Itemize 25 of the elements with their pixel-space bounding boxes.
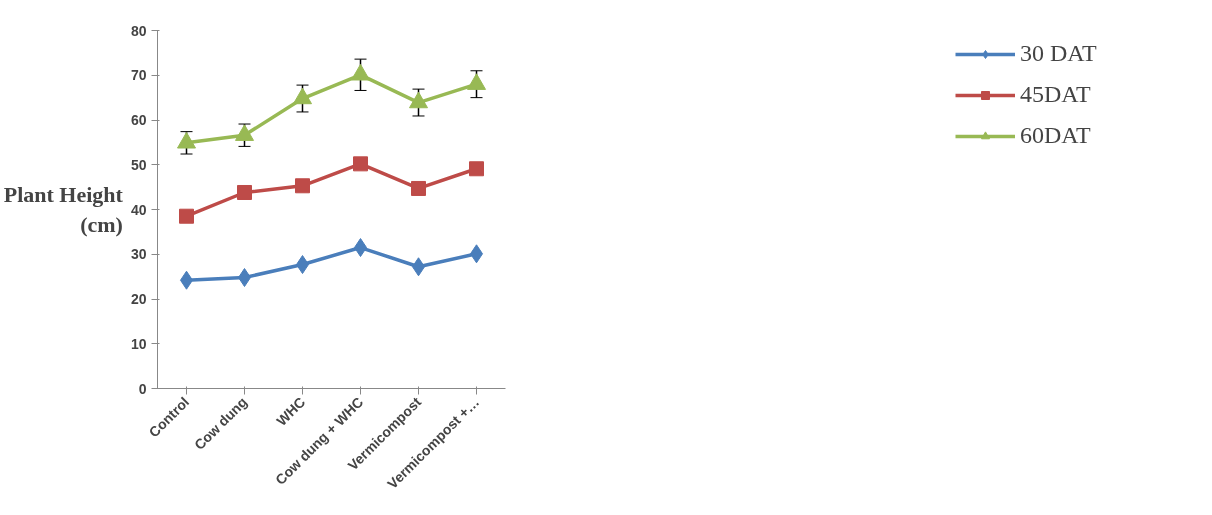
legend-label: 60DAT	[1020, 122, 1092, 149]
legend-label: 30 DAT	[1020, 40, 1098, 67]
y-axis-title: Plant Height (cm)	[3, 182, 124, 237]
legend-label: 45DAT	[1020, 81, 1092, 108]
y-tick-label: 10	[130, 335, 147, 352]
point	[237, 184, 252, 200]
point	[177, 131, 196, 149]
y-tick-label: 80	[130, 22, 147, 39]
y-tick-label: 20	[130, 291, 147, 307]
point	[409, 91, 428, 109]
y-tick-label: 30	[130, 246, 147, 263]
y-tick-label: 0	[138, 380, 147, 397]
point	[179, 208, 194, 224]
point	[351, 63, 370, 81]
y-tick-label: 50	[130, 156, 147, 173]
point	[235, 124, 254, 141]
point	[411, 180, 426, 196]
point	[469, 161, 484, 177]
y-tick-label: 60	[130, 112, 147, 128]
y-tick-label: 70	[130, 67, 147, 84]
point	[293, 87, 312, 105]
point	[295, 178, 310, 194]
point	[467, 73, 486, 90]
y-tick-label: 40	[130, 201, 147, 218]
point	[353, 156, 368, 172]
